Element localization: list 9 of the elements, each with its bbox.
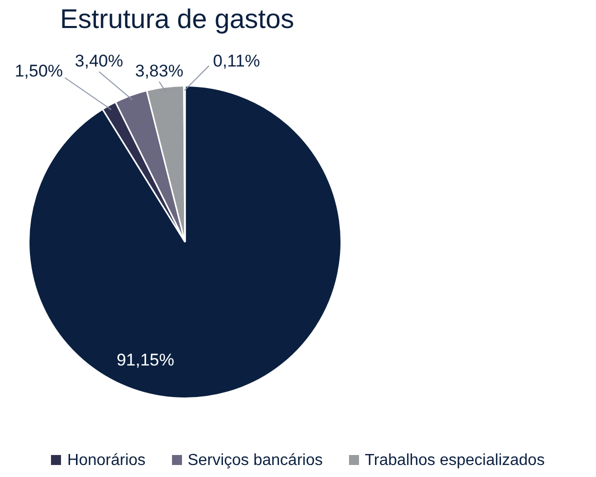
legend-label: Trabalhos especializados	[364, 452, 545, 470]
data-label: 91,15%	[116, 350, 174, 370]
data-label: 3,83%	[135, 61, 184, 80]
data-label: 3,40%	[74, 51, 124, 70]
data-label: 0,11%	[213, 51, 260, 70]
data-label: 1,50%	[14, 61, 63, 80]
chart-title: Estrutura de gastos	[60, 4, 294, 35]
legend-label: Serviços bancários	[186, 452, 323, 470]
legend-label: Honorários	[66, 452, 146, 470]
